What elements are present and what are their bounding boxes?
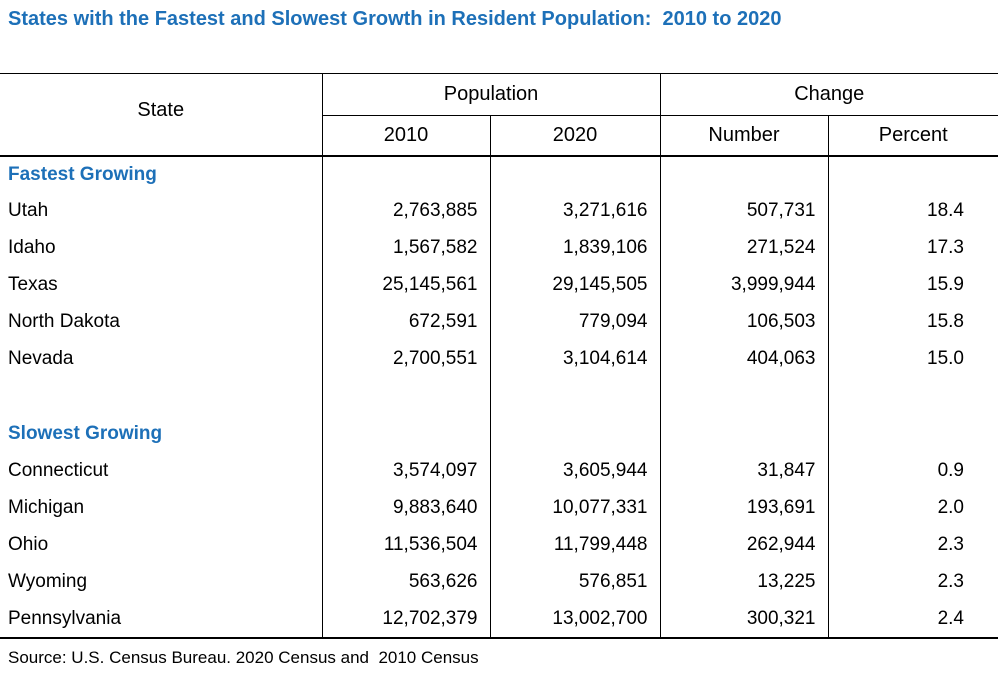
col-header-percent: Percent [827,115,998,157]
empty-cell [659,155,828,193]
sub-header-row: 2010 2020 Number Percent [0,115,998,157]
cell-pop-2020: 13,002,700 [489,600,660,638]
cell-state: Ohio [8,534,49,555]
cell-pop-2020: 779,094 [489,303,660,341]
section-label-slowest: Slowest Growing [8,423,163,444]
cell-pop-2010: 12,702,379 [321,600,490,638]
table-body: Fastest Growing Utah 2,763,885 3,271,616… [0,155,998,638]
empty-cell [659,415,828,453]
table-row: Pennsylvania 12,702,379 13,002,700 300,3… [0,600,998,638]
cell-change-number: 404,063 [659,340,828,378]
table-row: Wyoming 563,626 576,851 13,225 2.3 [0,563,998,601]
cell-change-number: 507,731 [659,192,828,230]
cell-state: Michigan [8,497,85,518]
empty-cell [489,415,660,453]
cell-state: Idaho [8,237,56,258]
cell-pop-2020: 3,271,616 [489,192,660,230]
cell-state: Utah [8,200,49,221]
page-title: States with the Fastest and Slowest Grow… [8,8,782,30]
source-note: Source: U.S. Census Bureau. 2020 Census … [8,647,479,667]
population-growth-table: State Population Change 2010 2020 Number… [0,73,998,639]
empty-cell [489,377,660,416]
cell-pop-2020: 11,799,448 [489,526,660,564]
section-header-row: Fastest Growing [0,155,998,193]
empty-cell [827,415,998,453]
empty-cell [0,378,322,416]
col-header-state: State [0,73,322,157]
cell-change-percent: 2.3 [827,526,998,564]
cell-change-percent: 2.4 [827,600,998,638]
table-header: State Population Change 2010 2020 Number… [0,73,998,157]
table-row: Connecticut 3,574,097 3,605,944 31,847 0… [0,452,998,490]
cell-state: Nevada [8,348,74,369]
cell-pop-2010: 9,883,640 [321,489,490,527]
cell-change-percent: 2.3 [827,563,998,601]
cell-pop-2020: 29,145,505 [489,266,660,304]
col-header-number: Number [659,115,828,157]
cell-change-percent: 15.8 [827,303,998,341]
empty-cell [827,377,998,416]
col-header-2010: 2010 [321,115,490,157]
table-row: Michigan 9,883,640 10,077,331 193,691 2.… [0,489,998,527]
table-row: Ohio 11,536,504 11,799,448 262,944 2.3 [0,526,998,564]
cell-pop-2020: 10,077,331 [489,489,660,527]
table-row: Nevada 2,700,551 3,104,614 404,063 15.0 [0,340,998,378]
cell-state: Connecticut [8,460,109,481]
cell-pop-2010: 3,574,097 [321,452,490,490]
col-group-population: Population [321,73,660,116]
cell-pop-2010: 1,567,582 [321,229,490,267]
cell-change-number: 262,944 [659,526,828,564]
cell-change-percent: 15.0 [827,340,998,378]
cell-pop-2020: 3,104,614 [489,340,660,378]
cell-pop-2020: 1,839,106 [489,229,660,267]
cell-state: Texas [8,274,58,295]
cell-state: North Dakota [8,311,120,332]
cell-change-number: 300,321 [659,600,828,638]
cell-change-number: 3,999,944 [659,266,828,304]
cell-pop-2010: 672,591 [321,303,490,341]
cell-change-number: 193,691 [659,489,828,527]
table-row: Texas 25,145,561 29,145,505 3,999,944 15… [0,266,998,304]
col-header-2020: 2020 [489,115,660,157]
empty-cell [827,155,998,193]
cell-change-number: 13,225 [659,563,828,601]
cell-pop-2010: 2,763,885 [321,192,490,230]
cell-change-number: 106,503 [659,303,828,341]
col-group-change: Change [659,73,998,116]
cell-pop-2010: 2,700,551 [321,340,490,378]
cell-pop-2020: 3,605,944 [489,452,660,490]
empty-cell [321,415,490,453]
cell-change-percent: 17.3 [827,229,998,267]
cell-pop-2010: 11,536,504 [321,526,490,564]
empty-cell [489,155,660,193]
cell-change-number: 271,524 [659,229,828,267]
section-label-fastest: Fastest Growing [8,163,157,185]
empty-cell [659,377,828,416]
cell-change-percent: 0.9 [827,452,998,490]
table-row: Idaho 1,567,582 1,839,106 271,524 17.3 [0,229,998,267]
table-row: North Dakota 672,591 779,094 106,503 15.… [0,303,998,341]
empty-cell [321,377,490,416]
cell-change-percent: 2.0 [827,489,998,527]
spacer-row [0,377,998,416]
cell-state: Wyoming [8,571,88,592]
cell-pop-2010: 25,145,561 [321,266,490,304]
cell-pop-2020: 576,851 [489,563,660,601]
cell-change-number: 31,847 [659,452,828,490]
cell-state: Pennsylvania [8,607,122,629]
cell-pop-2010: 563,626 [321,563,490,601]
section-header-row: Slowest Growing [0,415,998,453]
group-header-row: State Population Change [0,73,998,157]
table-row: Utah 2,763,885 3,271,616 507,731 18.4 [0,192,998,230]
cell-change-percent: 18.4 [827,192,998,230]
cell-change-percent: 15.9 [827,266,998,304]
empty-cell [321,155,490,193]
